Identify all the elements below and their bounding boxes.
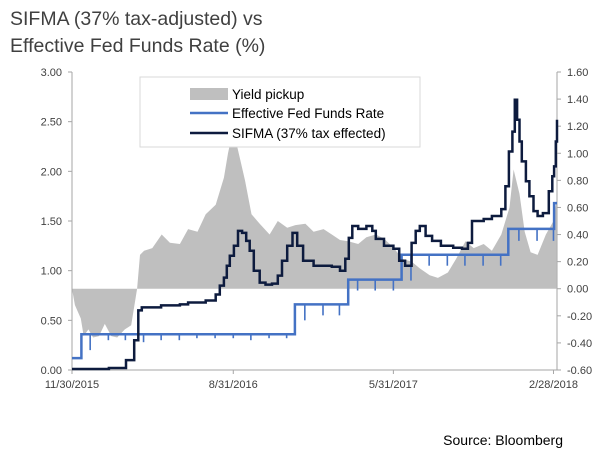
right-axis-tick-label: 1.00 — [567, 148, 588, 160]
left-axis-tick-label: 3.00 — [41, 67, 62, 79]
right-axis-tick-label: 1.40 — [567, 94, 588, 106]
right-axis-tick-label: -0.20 — [567, 311, 592, 323]
source-note: Source: Bloomberg — [443, 432, 563, 448]
fed-funds-line — [72, 201, 557, 360]
chart-title-line2: Effective Fed Funds Rate (%) — [10, 35, 266, 57]
left-axis-tick-label: 0.50 — [41, 315, 62, 327]
right-axis-tick-label: 1.60 — [567, 67, 588, 79]
left-axis-tick-label: 0.00 — [41, 365, 62, 377]
x-axis-tick-label: 11/30/2015 — [45, 379, 99, 391]
legend-sifma-label: SIFMA (37% tax effected) — [232, 126, 386, 141]
right-axis-tick-label: 0.80 — [567, 175, 588, 187]
legend-yield-pickup-swatch — [190, 88, 228, 100]
legend-yield-pickup-label: Yield pickup — [232, 87, 304, 102]
left-axis-tick-label: 1.00 — [41, 266, 62, 278]
right-axis-tick-label: 0.40 — [567, 230, 588, 242]
legend: Yield pickup Effective Fed Funds Rate SIFM… — [139, 76, 421, 148]
right-axis-tick-label: -0.60 — [567, 365, 592, 377]
chart-title: SIFMA (37% tax-adjusted) vs Effective Fe… — [10, 6, 265, 60]
right-axis-tick-label: 0.00 — [567, 284, 588, 296]
yield-pickup-area — [72, 137, 557, 338]
left-axis-tick-label: 2.50 — [41, 117, 62, 129]
right-axis-tick-label: 1.20 — [567, 121, 588, 133]
legend-box — [139, 76, 421, 148]
legend-fed-funds-label: Effective Fed Funds Rate — [232, 106, 384, 121]
left-axis-tick-label: 2.00 — [41, 166, 62, 178]
x-axis-tick-label: 5/31/2017 — [369, 379, 418, 391]
x-axis-tick-label: 2/28/2018 — [529, 379, 578, 391]
x-axis-tick-label: 8/31/2016 — [209, 379, 258, 391]
sifma-line — [72, 98, 559, 371]
right-axis-tick-label: 0.60 — [567, 202, 588, 214]
left-axis-tick-label: 1.50 — [41, 216, 62, 228]
chart-title-line1: SIFMA (37% tax-adjusted) vs — [10, 8, 263, 30]
right-axis-tick-label: -0.40 — [567, 338, 592, 350]
right-axis-tick-label: 0.20 — [567, 257, 588, 269]
